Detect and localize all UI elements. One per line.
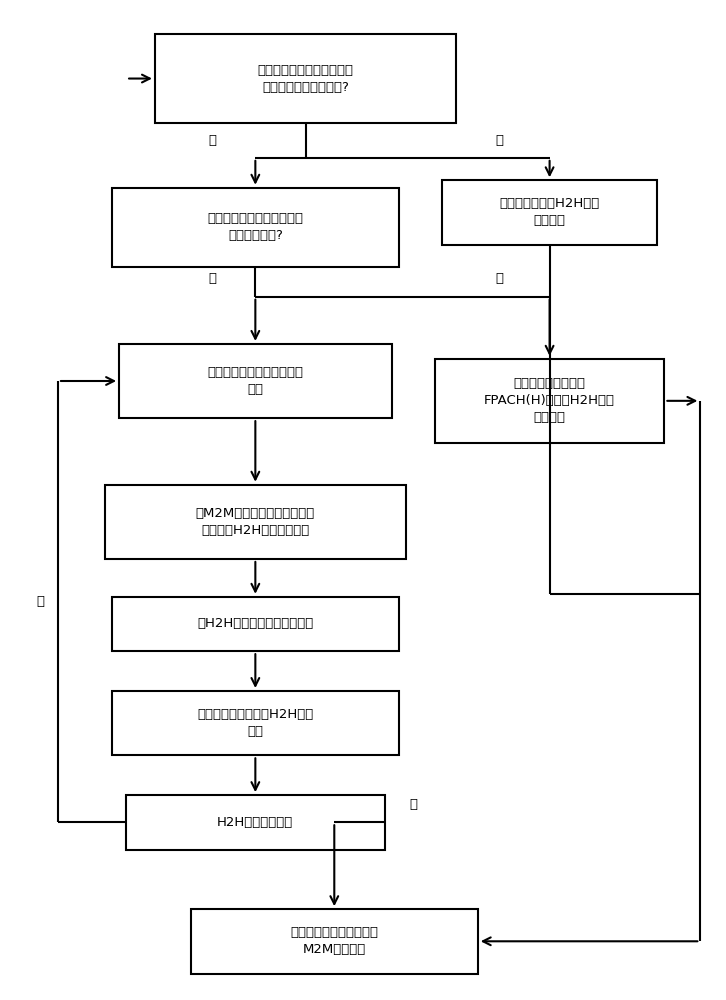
Text: 基站继续广播子帧编号为
M2M终端服务: 基站继续广播子帧编号为 M2M终端服务: [290, 926, 378, 956]
Text: 否: 否: [495, 272, 503, 285]
Text: 是: 是: [208, 272, 216, 285]
Text: H2H业务是否结束: H2H业务是否结束: [217, 816, 293, 829]
Text: 之后过程按照普通的H2H通信
进行: 之后过程按照普通的H2H通信 进行: [197, 708, 314, 738]
Text: 否: 否: [495, 134, 503, 147]
Bar: [155, 34, 457, 123]
Bar: [105, 485, 406, 559]
Text: 基站检测接收到的下行导频
码是否有冲突?: 基站检测接收到的下行导频 码是否有冲突?: [208, 212, 303, 242]
Text: 小区内暂时没有H2H终端
请求服务: 小区内暂时没有H2H终端 请求服务: [499, 197, 600, 227]
Bar: [126, 795, 385, 850]
Text: 否: 否: [36, 595, 44, 608]
Text: 各M2M终端接收到编号表明当
前子帧为H2H终端提供服务: 各M2M终端接收到编号表明当 前子帧为H2H终端提供服务: [196, 507, 315, 537]
Bar: [442, 180, 657, 245]
Bar: [435, 359, 664, 443]
Bar: [112, 188, 399, 267]
Text: 基站通过系统配置的
FPACH(H)信道向H2H终端
发送信息: 基站通过系统配置的 FPACH(H)信道向H2H终端 发送信息: [484, 377, 615, 424]
Bar: [112, 597, 399, 651]
Bar: [191, 909, 478, 974]
Text: 基站监听上行同步时隙是否
有终端发送下行导频码?: 基站监听上行同步时隙是否 有终端发送下行导频码?: [258, 64, 354, 94]
Text: 是: 是: [208, 134, 216, 147]
Bar: [112, 691, 399, 755]
Text: 是: 是: [409, 798, 417, 811]
Text: 各H2H终端发起上行同步过程: 各H2H终端发起上行同步过程: [197, 617, 314, 630]
Text: 基站广播一个不存在的子帧
编号: 基站广播一个不存在的子帧 编号: [208, 366, 303, 396]
Bar: [119, 344, 392, 418]
